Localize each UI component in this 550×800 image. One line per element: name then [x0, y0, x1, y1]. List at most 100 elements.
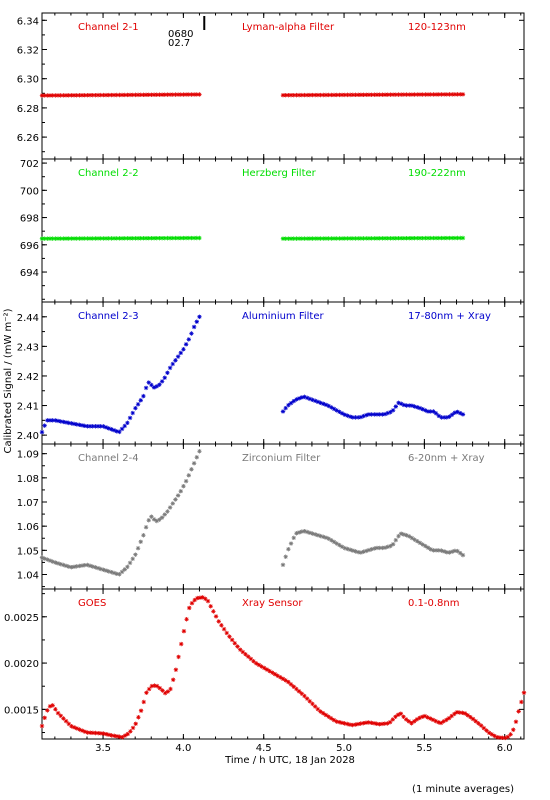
data-point	[143, 92, 149, 98]
data-point	[130, 236, 135, 241]
data-point	[353, 722, 358, 727]
data-point	[318, 709, 323, 714]
data-point	[458, 92, 463, 97]
data-point	[178, 235, 183, 241]
data-point	[69, 564, 74, 570]
data-point	[216, 619, 221, 624]
x-tick-label: 4.0	[175, 743, 191, 754]
data-point	[61, 419, 66, 425]
data-point	[412, 404, 417, 409]
data-point	[119, 426, 125, 432]
data-point	[117, 572, 122, 577]
data-point	[489, 732, 495, 737]
data-point	[173, 497, 178, 502]
data-point	[390, 408, 396, 413]
data-point	[415, 405, 420, 410]
data-point	[122, 236, 127, 241]
data-point	[294, 92, 299, 98]
data-point	[398, 531, 404, 536]
data-point	[460, 710, 465, 716]
data-point	[111, 570, 117, 576]
data-point	[369, 236, 374, 241]
data-point	[315, 92, 321, 98]
panel-label: 120-123nm	[408, 22, 466, 33]
data-point	[167, 92, 173, 97]
data-point	[133, 721, 138, 726]
data-point	[114, 571, 119, 576]
data-point	[111, 428, 117, 433]
data-point	[473, 719, 478, 724]
data-point	[114, 236, 119, 241]
data-point	[146, 236, 151, 241]
data-point	[455, 92, 460, 97]
data-point	[447, 235, 452, 241]
data-point	[334, 92, 339, 98]
data-point	[377, 412, 382, 417]
data-point	[307, 699, 312, 704]
data-point	[154, 518, 159, 524]
data-point	[347, 92, 353, 98]
data-point	[404, 92, 409, 97]
data-point	[403, 717, 409, 722]
data-point	[439, 415, 444, 420]
data-point	[484, 728, 489, 733]
data-point	[141, 236, 146, 241]
data-point	[39, 555, 45, 560]
data-point	[280, 676, 286, 682]
data-point	[393, 92, 399, 97]
data-point	[138, 92, 143, 98]
data-point	[423, 92, 428, 97]
data-point	[58, 561, 63, 567]
data-point	[486, 730, 492, 736]
data-point	[356, 415, 361, 420]
data-point	[315, 533, 321, 538]
data-point	[406, 719, 412, 724]
data-point	[221, 626, 227, 632]
data-point	[294, 397, 299, 402]
data-point	[66, 420, 71, 426]
data-point	[321, 534, 326, 540]
data-point	[318, 400, 323, 406]
data-point	[433, 718, 438, 724]
data-point	[508, 732, 513, 737]
data-point	[103, 568, 109, 573]
data-point	[143, 525, 149, 530]
data-point	[127, 415, 133, 421]
data-point	[194, 92, 199, 97]
data-point	[101, 236, 106, 241]
data-point	[310, 531, 315, 536]
data-point	[436, 548, 441, 553]
data-point	[254, 661, 259, 666]
data-point	[329, 716, 334, 721]
data-point	[101, 731, 106, 736]
data-point	[122, 423, 127, 429]
data-point	[189, 467, 194, 472]
data-point	[431, 235, 436, 241]
data-point	[417, 92, 423, 97]
data-point	[452, 410, 458, 415]
data-point	[369, 412, 374, 417]
data-point	[331, 717, 337, 723]
data-point	[162, 92, 167, 97]
data-point	[195, 595, 200, 601]
data-point	[313, 92, 318, 98]
data-point	[468, 714, 473, 720]
panel-label: 6-20nm + Xray	[408, 453, 485, 464]
y-tick-label: 1.04	[17, 571, 39, 582]
data-point	[460, 552, 466, 558]
data-point	[264, 667, 270, 672]
data-point	[334, 719, 339, 724]
data-point	[120, 734, 125, 740]
data-point	[380, 236, 385, 241]
data-point	[79, 423, 85, 428]
data-point	[90, 564, 95, 569]
data-point	[390, 717, 395, 722]
data-point	[407, 235, 412, 241]
data-point	[237, 647, 243, 652]
data-point	[58, 419, 63, 424]
data-point	[157, 92, 162, 97]
data-point	[178, 92, 183, 97]
data-point	[326, 92, 331, 98]
data-point	[313, 532, 318, 537]
panel-frame	[41, 588, 525, 740]
